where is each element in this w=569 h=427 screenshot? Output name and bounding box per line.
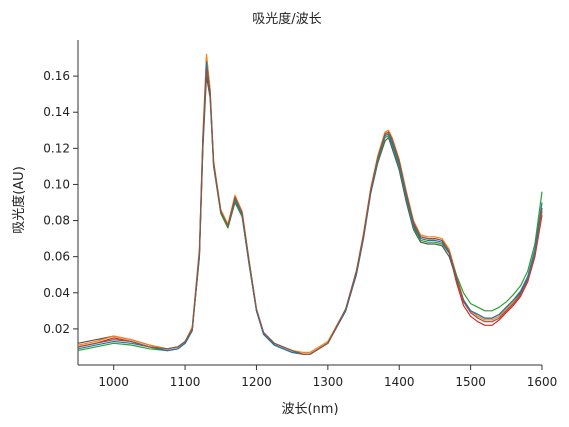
series-layer (77, 53, 543, 355)
x-tick-label: 1100 (170, 375, 201, 389)
y-tick-label: 0.12 (43, 141, 70, 155)
y-tick-label: 0.16 (43, 69, 70, 83)
y-tick-label: 0.08 (43, 214, 70, 228)
chart-title: 吸光度/波长 (252, 11, 321, 27)
y-tick-label: 0.04 (43, 286, 70, 300)
x-axis-ticks: 1000 1100 1200 1300 1400 1500 1600 (98, 365, 557, 389)
x-tick-label: 1300 (313, 375, 344, 389)
series-line-6 (77, 68, 543, 355)
series-line-4 (77, 64, 543, 355)
x-tick-label: 1000 (98, 375, 129, 389)
y-axis-ticks: 0.02 0.04 0.06 0.08 0.10 0.12 0.14 0.16 (43, 69, 78, 336)
x-tick-label: 1400 (384, 375, 415, 389)
x-tick-label: 1600 (527, 375, 558, 389)
y-tick-label: 0.14 (43, 105, 70, 119)
series-line-3 (77, 53, 543, 353)
y-tick-label: 0.06 (43, 250, 70, 264)
y-axis-title: 吸光度(AU) (11, 166, 27, 234)
series-line-2 (77, 57, 543, 355)
y-tick-label: 0.02 (43, 322, 70, 336)
y-tick-label: 0.10 (43, 177, 70, 191)
x-axis-title: 波长(nm) (281, 402, 338, 417)
plot-area: 1000 1100 1200 1300 1400 1500 1600 0.020.040.0… (43, 40, 557, 389)
x-tick-label: 1200 (241, 375, 272, 389)
x-tick-label: 1500 (455, 375, 486, 389)
series-line-5 (77, 61, 543, 355)
